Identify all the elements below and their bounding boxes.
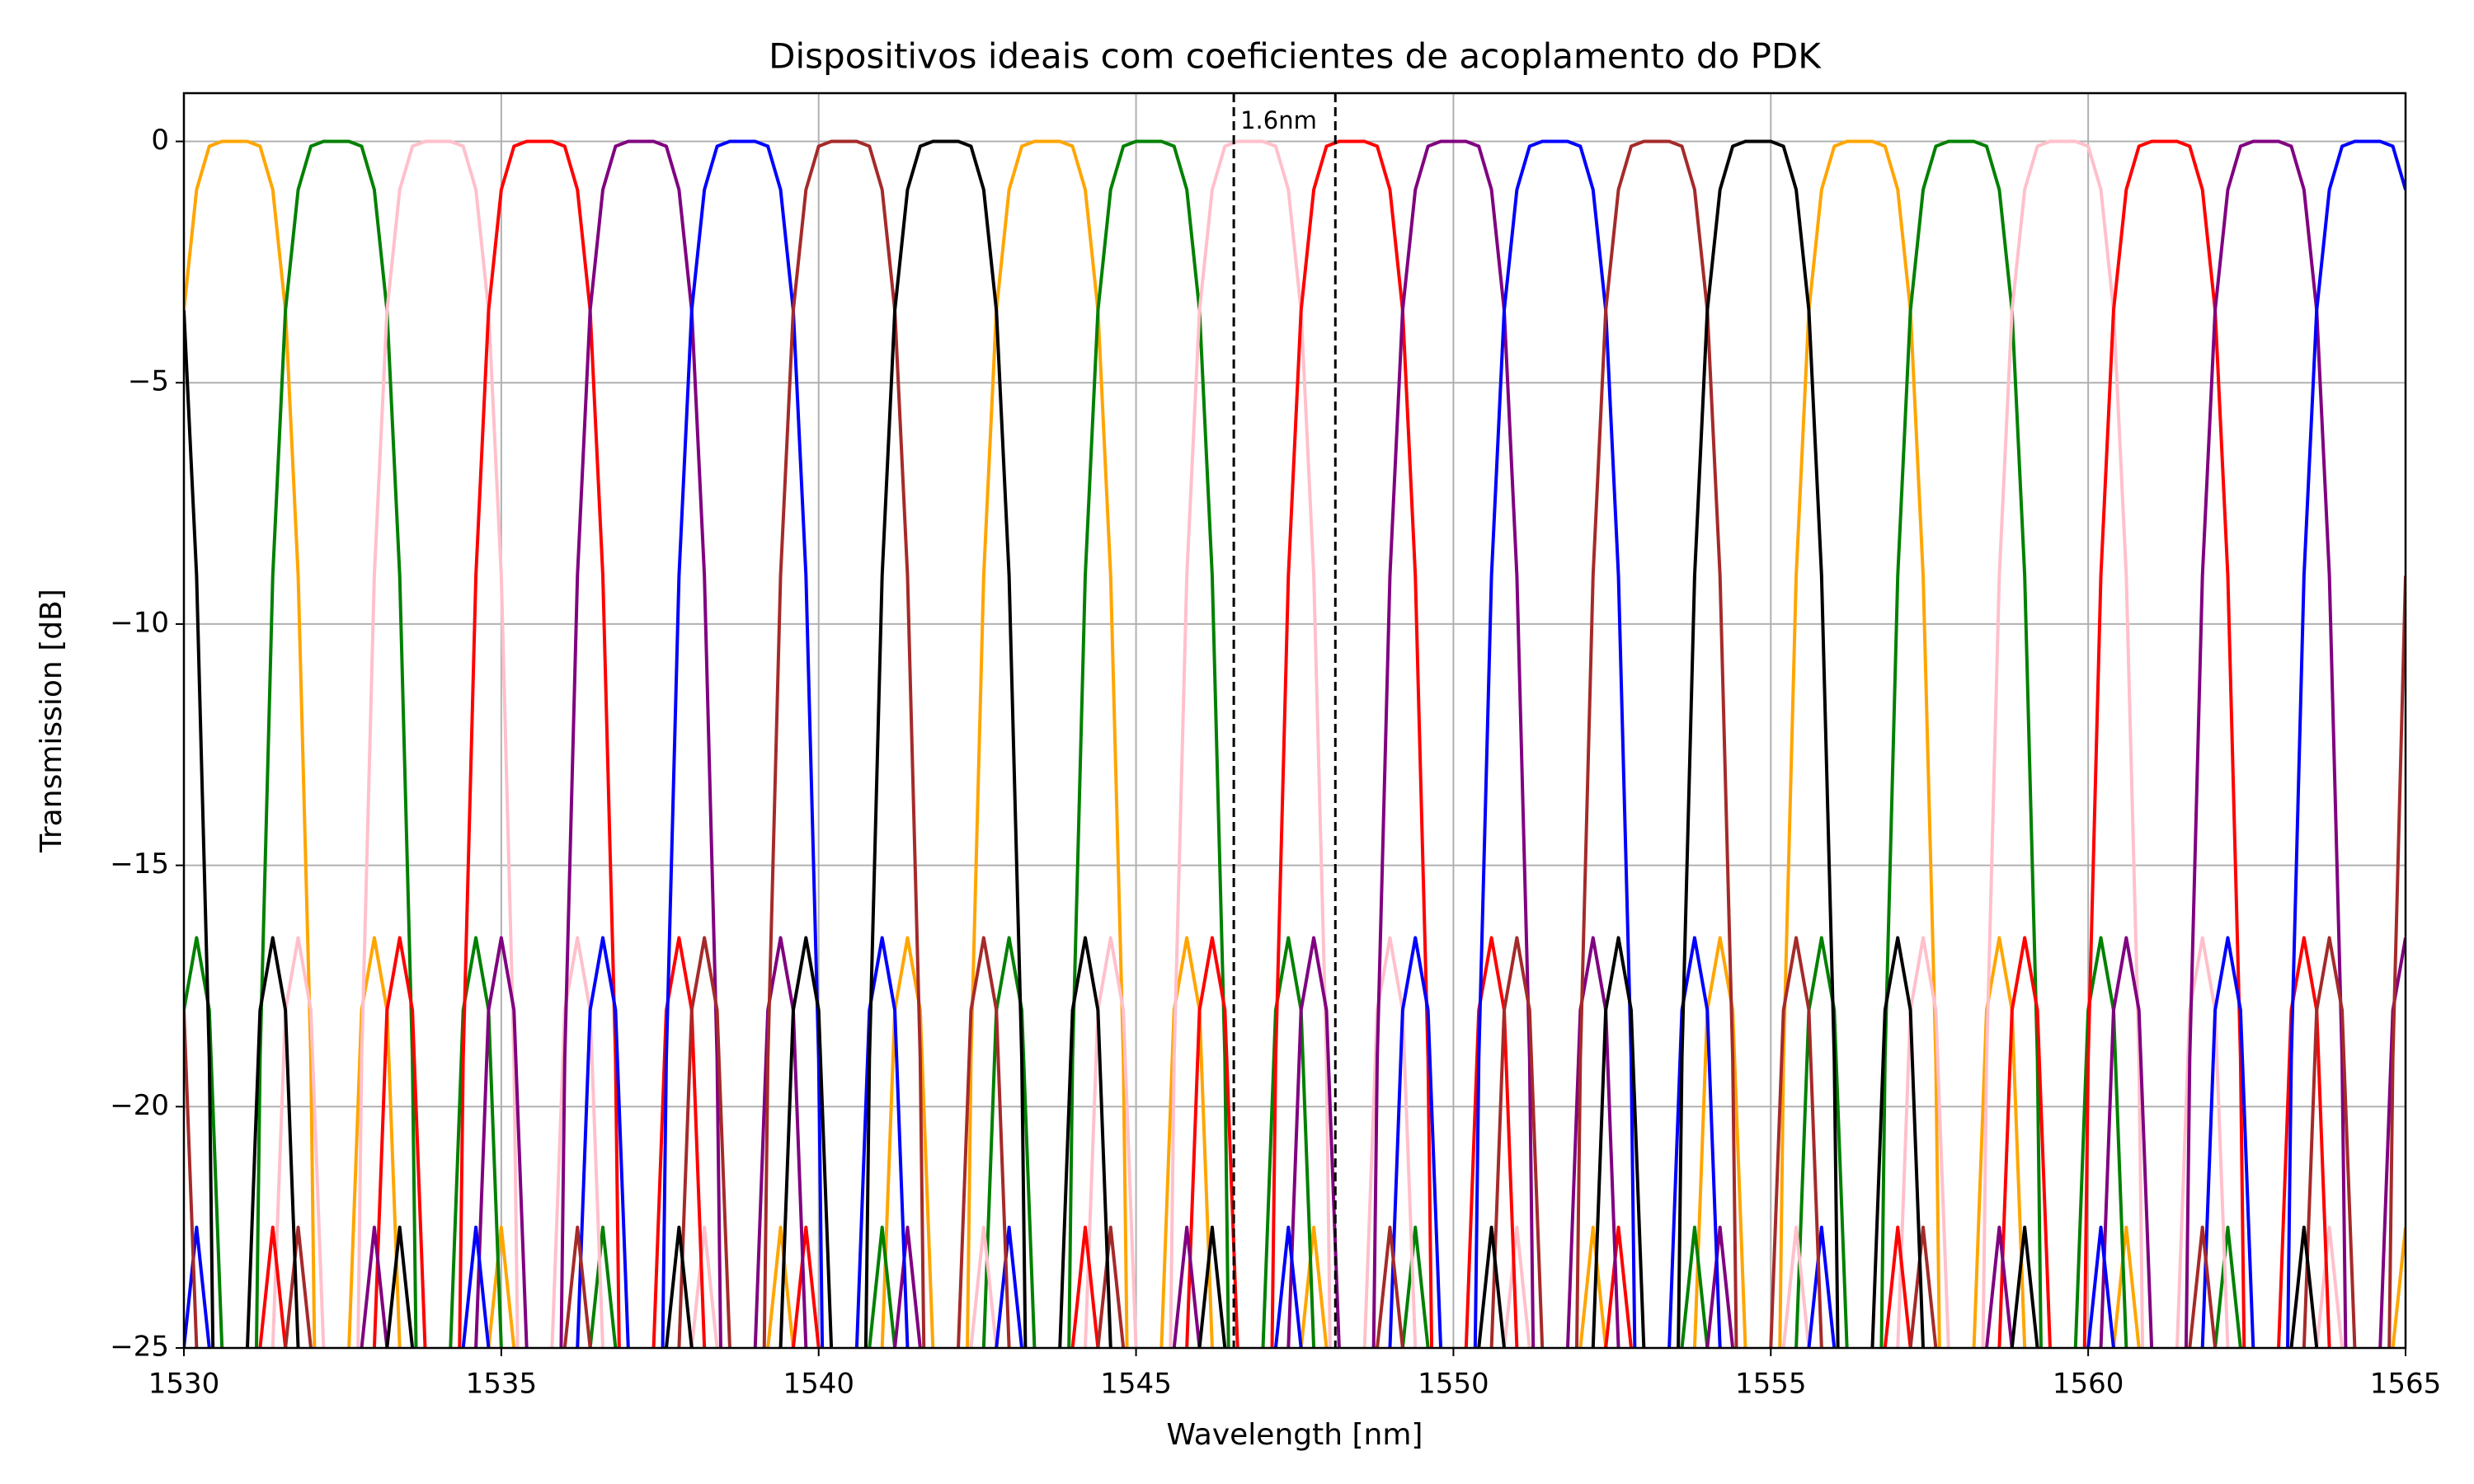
ticks: 1530 1535 1540 1545 1550 1555 1560 1565 0 −5 −10 −1…	[110, 124, 2441, 1400]
series-line	[184, 139, 2406, 1348]
x-axis-label: Wavelength [nm]	[1167, 1418, 1423, 1452]
series-line	[258, 139, 2331, 1348]
plot-frame	[182, 92, 2407, 1350]
plot-lines	[184, 93, 2406, 1348]
x-tick-label: 1535	[466, 1368, 538, 1401]
x-tick-label: 1560	[2053, 1368, 2124, 1401]
y-tick-label: −15	[110, 848, 169, 881]
y-axis-label: Transmission [dB]	[35, 589, 68, 853]
y-tick-label: −25	[110, 1331, 169, 1364]
series-line	[184, 139, 2242, 1348]
series-line	[184, 139, 2345, 1348]
x-tick-label: 1545	[1100, 1368, 1172, 1401]
x-tick-label: 1550	[1418, 1368, 1489, 1401]
y-tick-label: −20	[110, 1089, 169, 1122]
y-tick-label: 0	[151, 124, 169, 157]
annotation: 1.6nm	[1240, 106, 1317, 134]
y-tick-label: −10	[110, 606, 169, 639]
series-line	[184, 139, 2406, 1348]
x-tick-label: 1565	[2370, 1368, 2442, 1401]
y-tick-label: −5	[128, 365, 169, 398]
series-line	[360, 139, 2406, 1348]
x-tick-label: 1555	[1735, 1368, 1807, 1401]
x-tick-label: 1540	[783, 1368, 854, 1401]
x-tick-label: 1530	[148, 1368, 220, 1401]
chart-title: Dispositivos ideais com coeficientes de …	[769, 36, 1822, 77]
